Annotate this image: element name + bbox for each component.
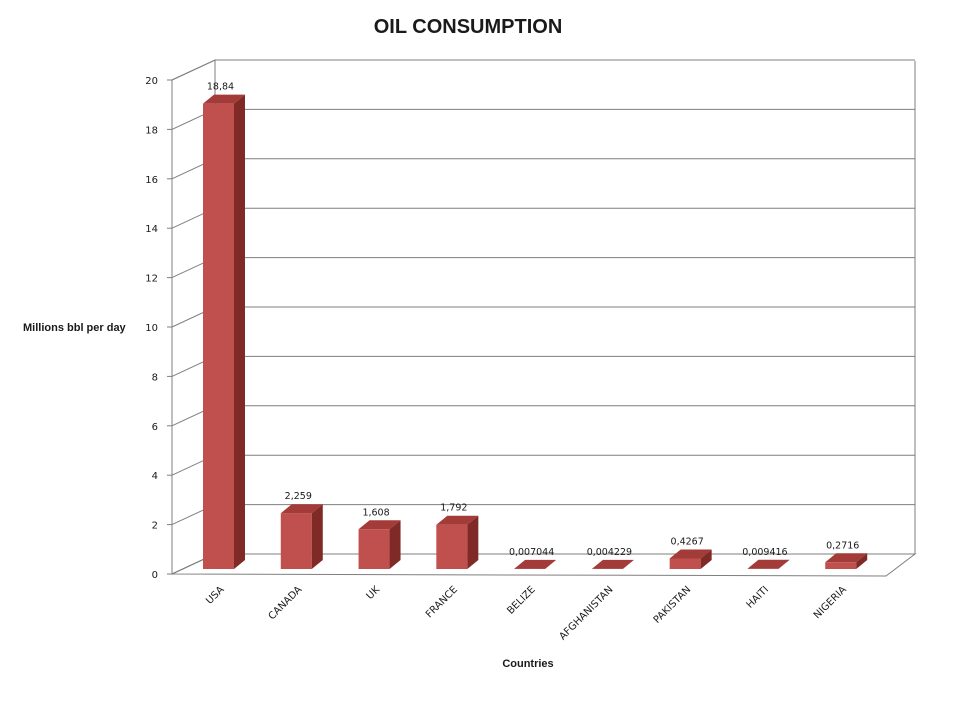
- bar-side: [467, 515, 479, 569]
- y-tick-label: 14: [145, 224, 158, 235]
- data-label: 0,004229: [587, 547, 632, 558]
- bar-front: [669, 558, 701, 569]
- x-category-label: PAKISTAN: [652, 584, 694, 626]
- y-tick-label: 16: [145, 175, 158, 186]
- gridline: [171, 158, 915, 180]
- bars: [203, 94, 868, 569]
- x-category-label: CANADA: [267, 584, 305, 622]
- y-tick-label: 0: [152, 570, 158, 581]
- bar-top: [825, 553, 868, 563]
- data-label: 0,2716: [826, 540, 859, 551]
- bar-side: [778, 559, 790, 569]
- gridline: [171, 306, 915, 328]
- x-axis-label: Countries: [502, 658, 553, 670]
- y-tick-label: 18: [145, 125, 158, 136]
- x-category-label: UK: [365, 584, 383, 602]
- x-category-label: USA: [204, 584, 227, 607]
- x-category-label: HAITI: [745, 584, 771, 610]
- y-tick-label: 6: [152, 422, 158, 433]
- bar-side: [622, 559, 634, 569]
- x-category-label: BELIZE: [505, 584, 537, 616]
- gridline: [171, 405, 915, 427]
- bar-top: [747, 559, 790, 569]
- gridline: [171, 207, 915, 229]
- x-category-label: NIGERIA: [812, 584, 849, 621]
- bar-side: [700, 549, 712, 569]
- bar-top: [514, 559, 557, 569]
- gridlines: [171, 59, 915, 575]
- data-label: 18,84: [207, 82, 234, 93]
- bar-side: [389, 520, 401, 569]
- bar-top: [669, 549, 712, 559]
- bar-side: [545, 559, 557, 569]
- bar-side: [311, 504, 323, 569]
- bar-haiti: [747, 559, 790, 569]
- x-axis-categories: USA CANADA UK FRANCE BELIZE AFGHANISTAN PAKIST…: [204, 584, 849, 642]
- data-label: 0,007044: [509, 547, 554, 558]
- bar-uk: [358, 520, 401, 569]
- gridline: [171, 454, 915, 476]
- data-label: 1,608: [362, 507, 389, 518]
- bar-top: [436, 515, 479, 525]
- y-tick-label: 12: [145, 274, 158, 285]
- data-label: 0,4267: [671, 536, 704, 547]
- bar-front: [358, 529, 390, 569]
- bar-side: [856, 553, 868, 569]
- y-tick-label: 20: [145, 76, 158, 87]
- bar-usa: [203, 94, 245, 569]
- data-label: 1,792: [440, 503, 467, 514]
- y-axis-ticks: 0 2 4 6 8 10 12 14 16 18 20: [145, 76, 172, 581]
- plot-walls: [171, 59, 917, 577]
- bar-canada: [280, 504, 323, 569]
- y-tick-label: 10: [145, 323, 158, 334]
- y-tick-label: 2: [152, 521, 158, 532]
- data-label: 2,259: [285, 491, 312, 502]
- y-axis-label: Millions bbl per day: [23, 322, 127, 334]
- bar-front: [825, 562, 857, 569]
- bar-top: [591, 559, 634, 569]
- bar-nigeria: [825, 553, 868, 569]
- bar-top: [203, 94, 245, 104]
- x-category-label: FRANCE: [424, 584, 460, 620]
- chart-title: OIL CONSUMPTION: [374, 16, 563, 38]
- bar-front: [203, 103, 234, 569]
- bar-top: [358, 520, 401, 530]
- bar-france: [436, 515, 479, 569]
- gridline: [171, 355, 915, 377]
- gridline: [171, 257, 915, 279]
- data-label: 0,009416: [742, 547, 787, 558]
- x-category-label: AFGHANISTAN: [557, 584, 615, 642]
- y-tick-label: 8: [152, 372, 158, 383]
- bar-afghanistan: [591, 559, 634, 569]
- y-tick-label: 4: [152, 471, 158, 482]
- gridline: [171, 59, 915, 81]
- bar-front: [280, 513, 312, 569]
- bar-pakistan: [669, 549, 712, 569]
- bar-front: [436, 524, 468, 569]
- bar-belize: [514, 559, 557, 569]
- data-labels: 18,84 2,259 1,608 1,792 0,007044 0,004229 0,42…: [207, 82, 859, 558]
- bar-side: [234, 94, 245, 569]
- gridline: [171, 108, 915, 130]
- bar-top: [280, 504, 323, 514]
